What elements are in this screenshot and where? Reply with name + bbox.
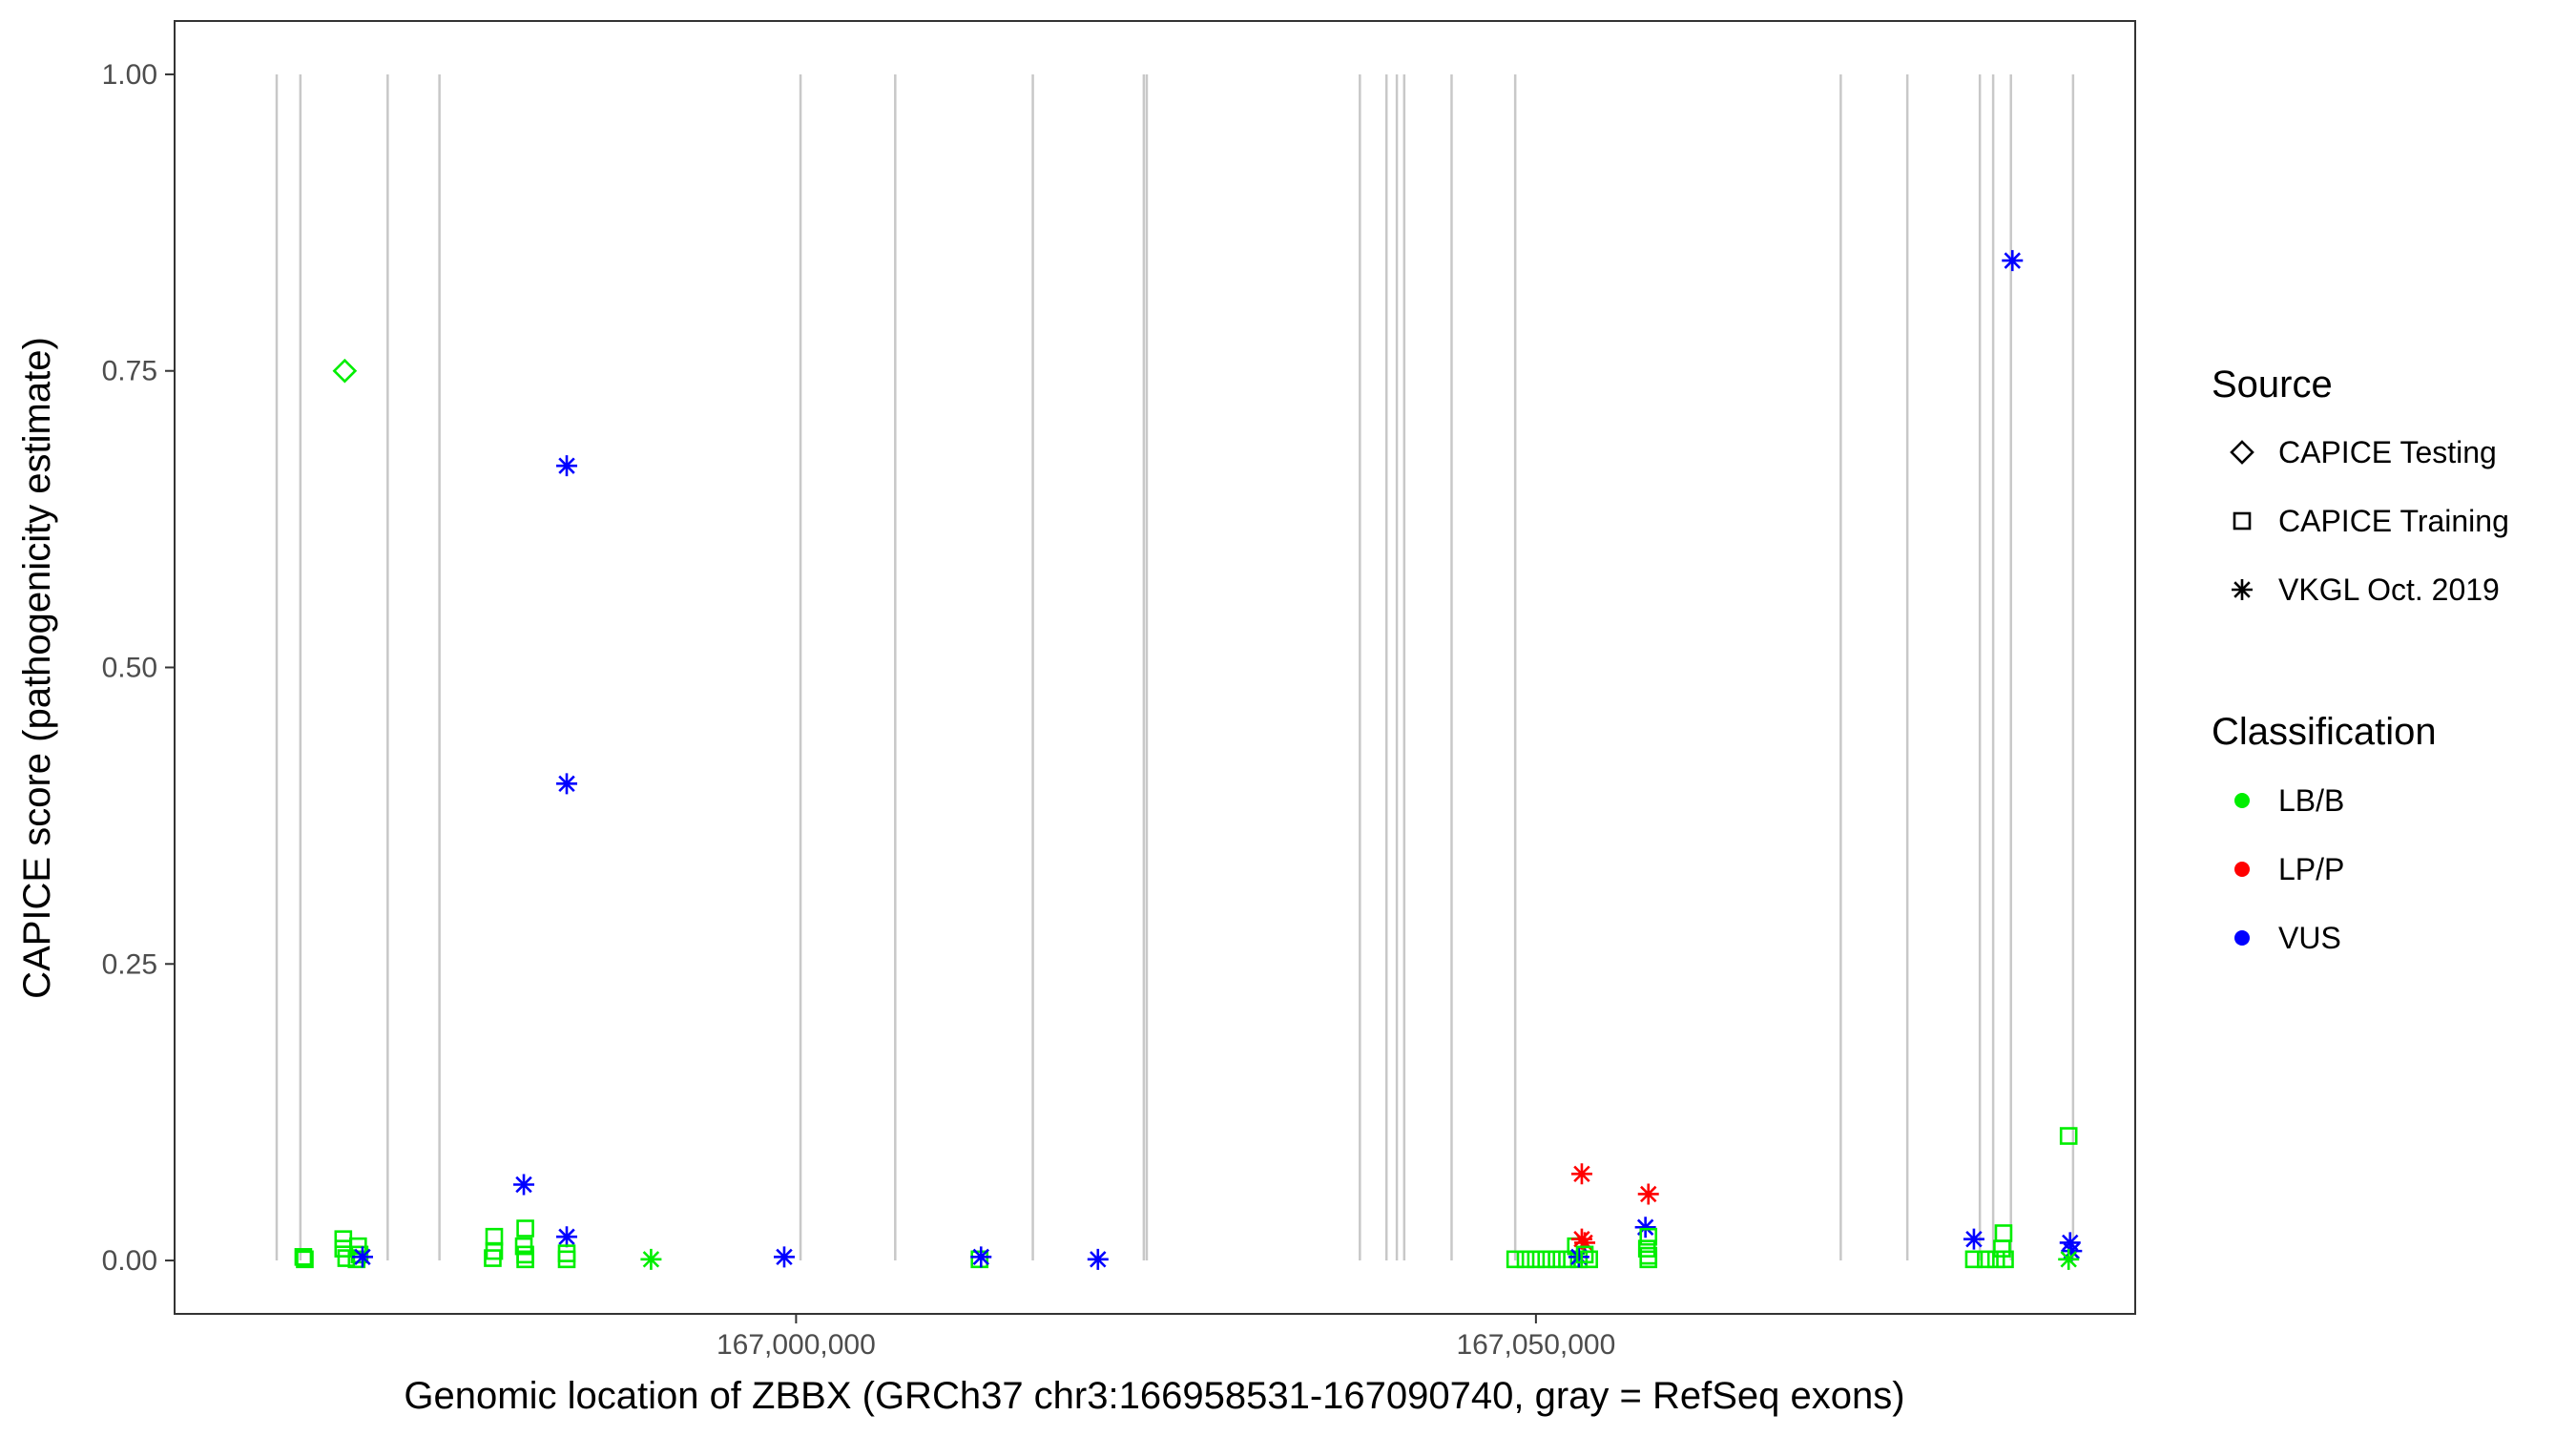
data-point	[640, 1248, 662, 1270]
y-tick-label: 0.50	[102, 653, 157, 684]
legend: Source Classification CAPICE Testing CAPI…	[2212, 364, 2509, 955]
data-point	[1568, 1246, 1589, 1268]
y-tick-label: 0.00	[102, 1245, 157, 1277]
data-point	[1548, 1250, 1566, 1269]
data-point	[513, 1174, 535, 1196]
data-point	[332, 358, 358, 384]
data-point	[1575, 1245, 1594, 1264]
data-point	[1993, 1239, 2011, 1258]
legend-key-dot	[2234, 930, 2250, 946]
y-tick-label: 0.25	[102, 948, 157, 980]
data-point	[1977, 1250, 1995, 1269]
data-point	[1996, 1250, 2014, 1269]
legend-class-label: LB/B	[2278, 783, 2344, 818]
data-point	[516, 1219, 534, 1238]
data-point	[1964, 1250, 1984, 1269]
data-point	[350, 1245, 369, 1264]
data-point	[1087, 1248, 1109, 1270]
exon-lines	[275, 73, 2075, 1261]
data-point	[556, 773, 577, 795]
data-point	[1574, 1232, 1596, 1254]
legend-key-square	[2233, 511, 2252, 531]
legend-key-diamond	[2230, 440, 2254, 465]
data-point	[2058, 1248, 2080, 1270]
data-point	[1639, 1227, 1658, 1246]
legend-source-label: CAPICE Testing	[2278, 435, 2497, 469]
data-point	[1580, 1250, 1599, 1269]
legend-classification-title: Classification	[2212, 711, 2437, 753]
data-point	[1637, 1183, 1659, 1205]
x-tick-label: 167,050,000	[1456, 1329, 1615, 1361]
data-point	[1639, 1250, 1658, 1269]
data-point	[1986, 1250, 2005, 1269]
data-point	[1634, 1217, 1656, 1238]
y-axis-title: CAPICE score (pathogenicity estimate)	[16, 337, 58, 999]
legend-source-title: Source	[2212, 364, 2333, 406]
data-point	[484, 1249, 502, 1267]
legend-key-dot	[2234, 793, 2250, 808]
data-point	[516, 1250, 534, 1269]
data-point	[970, 1246, 992, 1268]
legend-key-asterisk	[2232, 579, 2253, 600]
data-point	[1570, 1163, 1592, 1185]
x-tick-label: 167,000,000	[717, 1329, 876, 1361]
data-point	[296, 1250, 314, 1269]
data-point	[556, 1226, 577, 1248]
data-point	[970, 1250, 989, 1269]
legend-source-label: VKGL Oct. 2019	[2278, 572, 2500, 607]
data-point	[773, 1246, 795, 1268]
legend-source-label: CAPICE Training	[2278, 504, 2509, 538]
axes: 0.00 0.25 0.50 0.75 1.00 167,000,000 167,050,0…	[102, 59, 1616, 1361]
legend-class-label: VUS	[2278, 921, 2341, 955]
data-point	[2059, 1127, 2078, 1145]
y-tick-label: 1.00	[102, 59, 157, 91]
data-point	[2061, 1240, 2083, 1262]
data-point	[294, 1248, 313, 1266]
data-point	[1527, 1250, 1546, 1269]
data-point	[1558, 1250, 1576, 1269]
data-point	[1537, 1250, 1556, 1269]
legend-key-dot	[2234, 862, 2250, 877]
data-points	[294, 250, 2083, 1270]
data-point	[1506, 1250, 1525, 1269]
data-point	[351, 1246, 373, 1268]
data-point	[557, 1250, 576, 1269]
data-point	[1516, 1250, 1535, 1269]
data-point	[2002, 250, 2024, 272]
x-axis-title: Genomic location of ZBBX (GRCh37 chr3:16…	[404, 1375, 1904, 1417]
data-point	[1963, 1228, 1984, 1250]
y-tick-label: 0.75	[102, 356, 157, 387]
legend-class-label: LP/P	[2278, 852, 2344, 886]
data-point	[2059, 1232, 2081, 1254]
data-point	[556, 455, 577, 477]
